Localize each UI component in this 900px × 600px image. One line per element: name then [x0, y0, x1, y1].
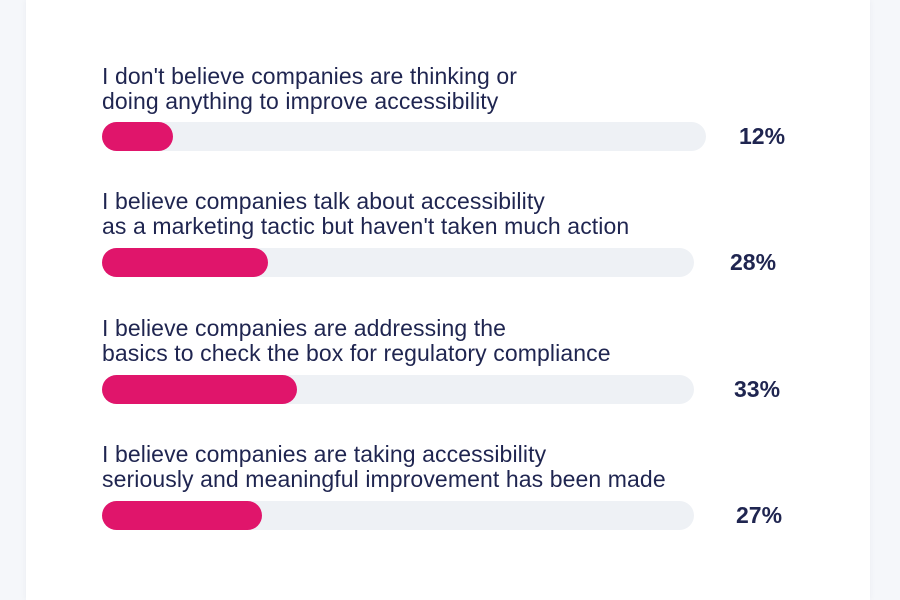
- bar: [102, 122, 173, 151]
- category-label-line: basics to check the box for regulatory c…: [102, 340, 611, 366]
- bar: [102, 501, 262, 530]
- bar-track: [102, 375, 694, 404]
- bar-item: I believe companies talk about accessibi…: [102, 189, 776, 277]
- category-label: I believe companies are addressing the b…: [102, 316, 611, 366]
- category-label-line: seriously and meaningful improvement has…: [102, 466, 666, 492]
- value-label: 12%: [739, 123, 786, 149]
- category-label: I don't believe companies are thinking o…: [102, 64, 517, 114]
- bar-item: I believe companies are taking accessibi…: [102, 442, 782, 530]
- category-label-line: I believe companies talk about accessibi…: [102, 188, 545, 214]
- bar: [102, 248, 268, 277]
- category-label-line: I don't believe companies are thinking o…: [102, 63, 518, 89]
- value-label: 33%: [734, 376, 781, 402]
- chart-card: [26, 0, 870, 600]
- value-label: 27%: [736, 502, 783, 528]
- category-label-line: doing anything to improve accessibility: [102, 88, 499, 114]
- bar-track: [102, 122, 706, 151]
- category-label-line: as a marketing tactic but haven't taken …: [102, 213, 630, 239]
- category-label: I believe companies talk about accessibi…: [102, 189, 629, 239]
- category-label-line: I believe companies are addressing the: [102, 315, 506, 341]
- bar: [102, 375, 297, 404]
- bar-item: I don't believe companies are thinking o…: [102, 64, 785, 151]
- bar-track: [102, 501, 694, 530]
- bar-track: [102, 248, 694, 277]
- value-label: 28%: [730, 249, 777, 275]
- bar-item: I believe companies are addressing the b…: [102, 316, 780, 404]
- category-label: I believe companies are taking accessibi…: [102, 442, 666, 492]
- category-label-line: I believe companies are taking accessibi…: [102, 441, 547, 467]
